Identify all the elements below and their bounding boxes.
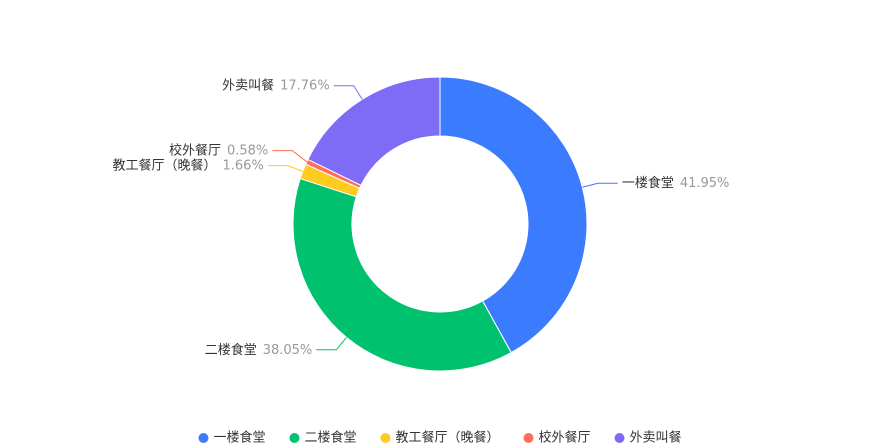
slice-label: 教工餐厅（晚餐） 1.66%	[112, 157, 263, 173]
slice-label: 二楼食堂 38.05%	[205, 341, 313, 357]
legend-label: 一楼食堂	[213, 430, 265, 446]
slice	[439, 76, 588, 354]
slice	[307, 76, 441, 187]
slice-name: 二楼食堂	[205, 341, 257, 357]
slice	[292, 177, 512, 372]
legend-label: 二楼食堂	[304, 430, 356, 446]
slice-name: 校外餐厅	[169, 142, 221, 158]
leader-line	[582, 182, 618, 188]
slice-name: 外卖叫餐	[222, 77, 274, 93]
leader-line	[267, 165, 303, 172]
slice-percent: 38.05%	[263, 342, 313, 357]
legend-marker	[614, 433, 625, 443]
slice-percent: 17.76%	[280, 78, 330, 93]
slice-label: 外卖叫餐 17.76%	[222, 77, 330, 93]
slice-name: 教工餐厅（晚餐）	[112, 157, 216, 173]
slice-name: 一楼食堂	[622, 175, 674, 191]
slice-percent: 1.66%	[223, 158, 264, 173]
legend-marker	[523, 433, 534, 443]
slice-label: 校外餐厅 0.58%	[169, 142, 268, 158]
legend-label: 校外餐厅	[539, 430, 591, 446]
legend-label: 外卖叫餐	[630, 430, 682, 446]
leader-line	[316, 337, 347, 351]
legend-marker	[380, 433, 391, 443]
slice-percent: 41.95%	[680, 176, 730, 191]
leader-line	[272, 150, 308, 163]
legend-label: 教工餐厅（晚餐）	[395, 430, 499, 446]
legend-marker	[289, 433, 300, 443]
slice-percent: 0.58%	[227, 143, 268, 158]
legend-marker	[198, 433, 209, 443]
legend: 一楼食堂 二楼食堂 教工餐厅（晚餐） 校外餐厅 外卖叫餐	[198, 430, 682, 446]
leader-line	[333, 85, 363, 100]
slice-label: 一楼食堂 41.95%	[622, 175, 730, 191]
